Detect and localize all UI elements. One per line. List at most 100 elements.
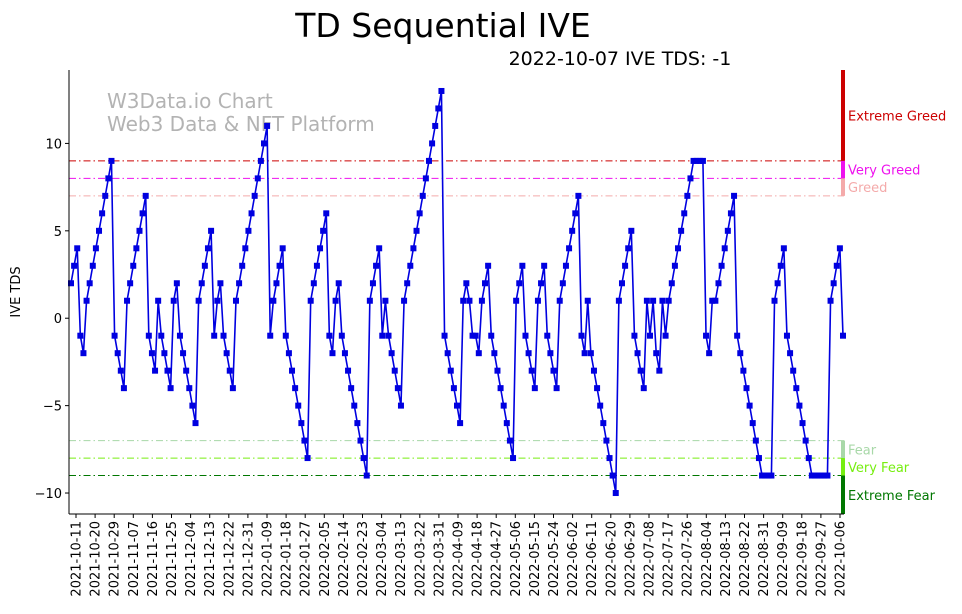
data-point — [292, 385, 299, 392]
data-point — [463, 280, 470, 287]
data-point — [734, 332, 741, 339]
chart-subtitle: 2022-10-07 IVE TDS: -1 — [509, 48, 732, 70]
data-point — [609, 472, 616, 479]
data-point — [569, 227, 576, 234]
data-point — [594, 385, 601, 392]
data-point — [737, 350, 744, 357]
data-point — [152, 367, 159, 374]
data-point — [755, 455, 762, 462]
data-point — [195, 297, 202, 304]
data-point — [513, 297, 520, 304]
x-tick-label: 2022-06-20 — [604, 521, 619, 597]
data-point — [488, 332, 495, 339]
data-point — [124, 297, 131, 304]
data-point — [130, 262, 137, 269]
zone-label-4: Very Fear — [848, 461, 910, 476]
data-point — [715, 280, 722, 287]
data-point — [528, 367, 535, 374]
data-point — [183, 367, 190, 374]
data-point — [687, 175, 694, 182]
data-point — [830, 280, 837, 287]
series-ive-tds — [68, 87, 846, 497]
data-point — [802, 437, 809, 444]
data-point — [799, 420, 806, 427]
data-point — [155, 297, 162, 304]
data-point — [827, 297, 834, 304]
zone-label-2: Greed — [848, 181, 887, 196]
data-point — [590, 367, 597, 374]
data-point — [96, 227, 103, 234]
data-point — [164, 367, 171, 374]
data-point — [600, 420, 607, 427]
x-tick-label: 2022-01-27 — [299, 521, 314, 597]
data-point — [615, 297, 622, 304]
data-point — [457, 420, 464, 427]
data-point — [192, 420, 199, 427]
data-point — [485, 262, 492, 269]
data-point — [348, 385, 355, 392]
data-point — [80, 350, 87, 357]
data-point — [587, 350, 594, 357]
data-point — [572, 210, 579, 217]
data-point — [469, 332, 476, 339]
data-point — [497, 385, 504, 392]
x-tick-label: 2022-09-27 — [814, 521, 829, 597]
x-tick-label: 2021-10-11 — [70, 521, 85, 597]
data-point — [516, 280, 523, 287]
data-point — [550, 367, 557, 374]
data-point — [317, 245, 324, 252]
data-point — [422, 175, 429, 182]
zone-label-5: Extreme Fear — [848, 489, 936, 504]
data-point — [783, 332, 790, 339]
data-point — [276, 262, 283, 269]
data-point — [759, 472, 766, 479]
data-point — [360, 455, 367, 462]
data-point — [242, 245, 249, 252]
data-point — [68, 280, 74, 287]
data-point — [774, 280, 781, 287]
data-point — [578, 332, 585, 339]
data-point — [363, 472, 370, 479]
data-point — [257, 157, 264, 164]
data-point — [482, 280, 489, 287]
chart-title: TD Sequential IVE — [294, 6, 591, 45]
x-ticks: 2021-10-11 2021-10-20 2021-10-29 2021-11-07… — [70, 514, 849, 597]
data-point — [824, 472, 831, 479]
data-point — [721, 245, 728, 252]
y-tick-label: 10 — [45, 137, 62, 152]
data-point — [289, 367, 296, 374]
data-point — [450, 385, 457, 392]
data-point — [102, 192, 109, 199]
x-tick-label: 2022-09-18 — [795, 521, 810, 597]
data-point — [351, 402, 358, 409]
data-point — [273, 280, 280, 287]
data-point — [553, 385, 560, 392]
data-point — [724, 227, 731, 234]
data-point — [519, 262, 526, 269]
data-point — [354, 420, 361, 427]
data-point — [254, 175, 261, 182]
data-point — [575, 192, 582, 199]
x-tick-label: 2022-08-31 — [757, 521, 772, 597]
data-point — [538, 280, 545, 287]
data-point — [618, 280, 625, 287]
data-point — [444, 350, 451, 357]
data-point — [99, 210, 106, 217]
x-tick-label: 2021-10-20 — [89, 521, 104, 597]
data-point — [223, 350, 230, 357]
data-point — [226, 367, 233, 374]
data-point — [416, 210, 423, 217]
data-point — [768, 472, 775, 479]
data-point — [211, 332, 218, 339]
data-point — [559, 280, 566, 287]
y-tick-label: 0 — [54, 312, 62, 327]
data-point — [432, 122, 439, 129]
data-point — [323, 210, 330, 217]
data-point — [584, 297, 591, 304]
data-point — [665, 297, 672, 304]
data-point — [111, 332, 118, 339]
data-point — [145, 332, 152, 339]
x-tick-label: 2022-03-13 — [394, 521, 409, 597]
data-point — [659, 297, 666, 304]
data-point — [653, 350, 660, 357]
